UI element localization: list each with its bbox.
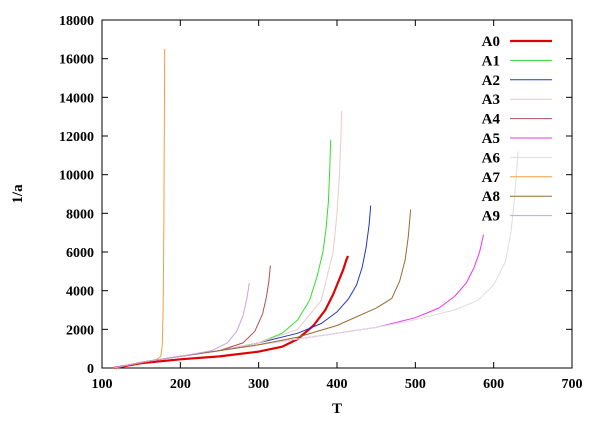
- y-tick-label: 16000: [59, 53, 94, 68]
- series-line-a9: [113, 282, 250, 369]
- legend-label: A8: [482, 189, 500, 205]
- y-tick-label: 18000: [59, 14, 94, 29]
- legend-label: A7: [482, 170, 501, 186]
- y-tick-label: 14000: [59, 91, 94, 106]
- axes: 100 200 300 400 500 600 700 0 2000 4000 6000 8000 10…: [59, 14, 583, 392]
- x-tick-label: 300: [248, 377, 269, 392]
- y-tick-label: 0: [87, 362, 94, 377]
- y-tick-label: 2000: [66, 323, 94, 338]
- x-tick-label: 400: [327, 377, 348, 392]
- legend-label: A2: [482, 73, 500, 89]
- x-tick-label: 600: [483, 377, 504, 392]
- legend-label: A6: [482, 150, 501, 166]
- y-axis-label: 1/a: [10, 184, 26, 204]
- y-tick-label: 6000: [66, 246, 94, 261]
- x-tick-label: 500: [405, 377, 426, 392]
- series-line-a5: [113, 234, 484, 369]
- series-line-a7: [113, 48, 166, 369]
- series-line-a0: [113, 255, 350, 370]
- legend-label: A9: [482, 209, 500, 225]
- series-line-a1: [113, 139, 332, 369]
- y-tick-label: 8000: [66, 207, 94, 222]
- x-tick-label: 700: [562, 377, 583, 392]
- y-tick-label: 10000: [59, 169, 94, 184]
- x-tick-label: 100: [92, 377, 113, 392]
- legend-label: A5: [482, 131, 500, 147]
- x-axis-label: T: [332, 401, 342, 417]
- legend-label: A0: [482, 34, 500, 50]
- plot-frame: [101, 19, 573, 369]
- legend-label: A1: [482, 53, 500, 69]
- x-tick-label: 200: [170, 377, 191, 392]
- legend-label: A4: [482, 112, 501, 128]
- series-line-a6: [113, 151, 519, 369]
- y-tick-label: 12000: [59, 130, 94, 145]
- series-line-a8: [113, 209, 412, 369]
- y-tick-label: 4000: [66, 285, 94, 300]
- legend: A0 A1 A2 A3 A4 A5 A6 A7 A8 A9: [482, 34, 552, 225]
- legend-label: A3: [482, 92, 500, 108]
- series-lines: [113, 48, 519, 370]
